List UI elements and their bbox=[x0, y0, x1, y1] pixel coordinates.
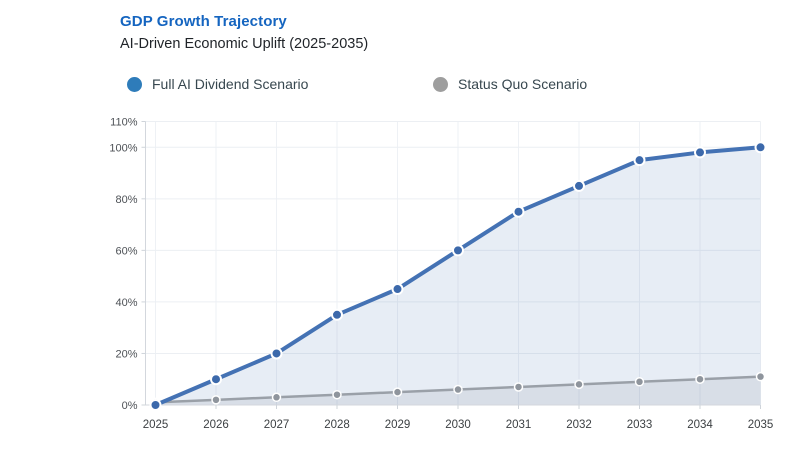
y-tick-label: 80% bbox=[115, 194, 137, 206]
chart-title: GDP Growth Trajectory bbox=[120, 13, 287, 30]
marker-series-0-2027 bbox=[270, 347, 283, 360]
x-tick-label: 2033 bbox=[627, 419, 653, 431]
legend-dot-gray-icon bbox=[433, 76, 448, 92]
chart-subtitle: AI-Driven Economic Uplift (2025-2035) bbox=[120, 36, 369, 52]
marker-series-1-2032 bbox=[574, 379, 584, 390]
chart-legend: Full AI Dividend Scenario Status Quo Sce… bbox=[0, 76, 806, 98]
marker-series-1-2031 bbox=[513, 382, 524, 392]
marker-series-1-2030 bbox=[453, 384, 463, 395]
marker-series-0-2035 bbox=[754, 141, 767, 154]
x-tick-label: 2035 bbox=[748, 419, 774, 431]
marker-series-1-2035 bbox=[755, 371, 766, 382]
marker-series-1-2034 bbox=[695, 374, 705, 384]
marker-series-1-2027 bbox=[271, 392, 282, 403]
marker-series-0-2028 bbox=[331, 308, 343, 321]
marker-series-1-2033 bbox=[634, 377, 645, 387]
y-tick-label: 60% bbox=[115, 245, 137, 257]
marker-series-0-2029 bbox=[391, 283, 404, 296]
legend-item-full-ai-dividend[interactable]: Full AI Dividend Scenario bbox=[127, 76, 308, 92]
x-tick-label: 2031 bbox=[506, 419, 532, 431]
chart-header: GDP Growth Trajectory AI-Driven Economic… bbox=[120, 13, 368, 52]
marker-series-1-2026 bbox=[211, 395, 221, 405]
marker-series-0-2026 bbox=[210, 373, 222, 386]
x-tick-label: 2028 bbox=[324, 419, 350, 431]
x-tick-label: 2027 bbox=[264, 419, 290, 431]
legend-item-status-quo[interactable]: Status Quo Scenario bbox=[433, 76, 587, 92]
y-tick-label: 110% bbox=[110, 117, 138, 129]
y-tick-label: 0% bbox=[122, 400, 138, 412]
y-tick-label: 100% bbox=[109, 142, 137, 154]
x-tick-label: 2025 bbox=[143, 419, 169, 431]
marker-series-0-2030 bbox=[452, 244, 464, 257]
x-tick-label: 2032 bbox=[566, 419, 592, 431]
marker-series-1-2029 bbox=[392, 387, 403, 397]
area-fill-series-0 bbox=[155, 147, 761, 406]
marker-series-0-2031 bbox=[512, 205, 525, 218]
x-tick-label: 2030 bbox=[445, 419, 471, 431]
marker-series-0-2034 bbox=[694, 146, 706, 159]
marker-series-0-2032 bbox=[573, 179, 585, 192]
legend-label: Full AI Dividend Scenario bbox=[152, 76, 309, 92]
y-tick-label: 20% bbox=[115, 348, 137, 360]
x-tick-label: 2026 bbox=[203, 419, 229, 431]
legend-label: Status Quo Scenario bbox=[458, 76, 588, 92]
x-tick-label: 2029 bbox=[385, 419, 411, 431]
marker-series-0-2025 bbox=[149, 399, 162, 411]
marker-series-0-2033 bbox=[633, 154, 646, 167]
y-tick-label: 40% bbox=[115, 297, 137, 309]
marker-series-1-2028 bbox=[332, 389, 342, 400]
legend-dot-blue-icon bbox=[127, 76, 142, 92]
x-tick-label: 2034 bbox=[687, 419, 713, 431]
